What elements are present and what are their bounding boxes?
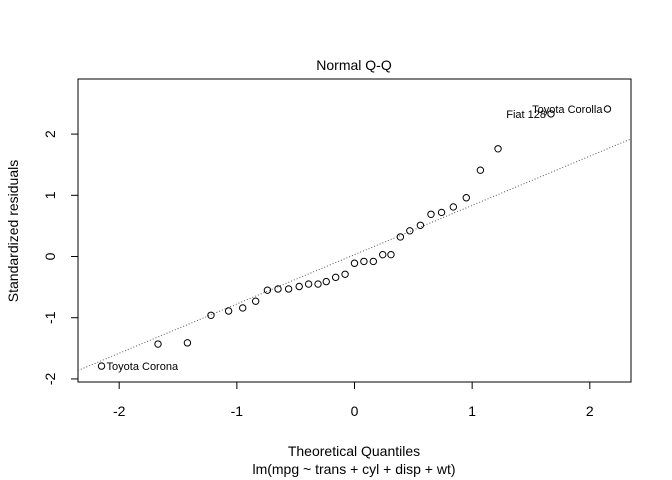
data-point — [331, 273, 340, 282]
data-point — [251, 297, 260, 305]
data-point — [369, 257, 378, 266]
point-label: Fiat 128 — [506, 109, 546, 121]
reference-line — [77, 138, 632, 371]
x-tick-label: -2 — [113, 403, 126, 419]
data-point — [406, 227, 414, 235]
data-point — [416, 221, 425, 229]
data-point — [360, 257, 368, 266]
data-point — [304, 280, 313, 288]
data-point — [97, 362, 106, 370]
plot-frame — [77, 78, 632, 383]
y-tick-label: 2 — [42, 130, 58, 138]
data-point — [274, 285, 282, 293]
point-label: Toyota Corona — [107, 361, 179, 373]
x-tick-label: -1 — [231, 403, 244, 419]
data-point — [494, 145, 502, 153]
x-tick-label: 1 — [468, 403, 476, 419]
data-point — [437, 208, 446, 217]
y-tick-label: 0 — [42, 252, 58, 260]
data-point — [314, 280, 322, 288]
data-point — [387, 250, 395, 259]
point-label: Toyota Corolla — [532, 104, 603, 116]
y-axis-title: Standardized residuals — [5, 160, 21, 302]
data-point — [239, 304, 247, 312]
data-point — [427, 210, 435, 218]
x-axis: -2 -1 0 1 2 — [113, 382, 594, 419]
y-tick-label: 1 — [42, 191, 58, 199]
data-point — [295, 282, 303, 291]
data-point — [322, 277, 330, 286]
data-point — [462, 194, 470, 202]
data-point — [350, 259, 359, 267]
data-point — [154, 340, 162, 348]
data-point — [603, 105, 612, 113]
data-point — [207, 311, 215, 319]
x-tick-label: 2 — [586, 403, 594, 419]
data-point — [263, 286, 272, 294]
y-tick-label: -1 — [42, 311, 58, 324]
y-tick-label: -2 — [42, 373, 58, 386]
data-point — [476, 166, 485, 174]
data-point — [224, 307, 233, 315]
data-point — [341, 270, 349, 278]
y-axis: -2 -1 0 1 2 — [42, 130, 78, 385]
data-point — [379, 250, 387, 259]
data-point — [547, 110, 555, 118]
data-point — [449, 203, 458, 211]
x-tick-label: 0 — [351, 403, 359, 419]
data-point — [396, 233, 405, 241]
x-axis-subtitle: lm(mpg ~ trans + cyl + disp + wt) — [252, 461, 455, 477]
points-layer — [97, 105, 612, 370]
x-axis-title: Theoretical Quantiles — [288, 443, 420, 459]
data-point — [284, 285, 293, 293]
data-point — [183, 339, 192, 347]
plot-title: Normal Q-Q — [316, 57, 392, 73]
